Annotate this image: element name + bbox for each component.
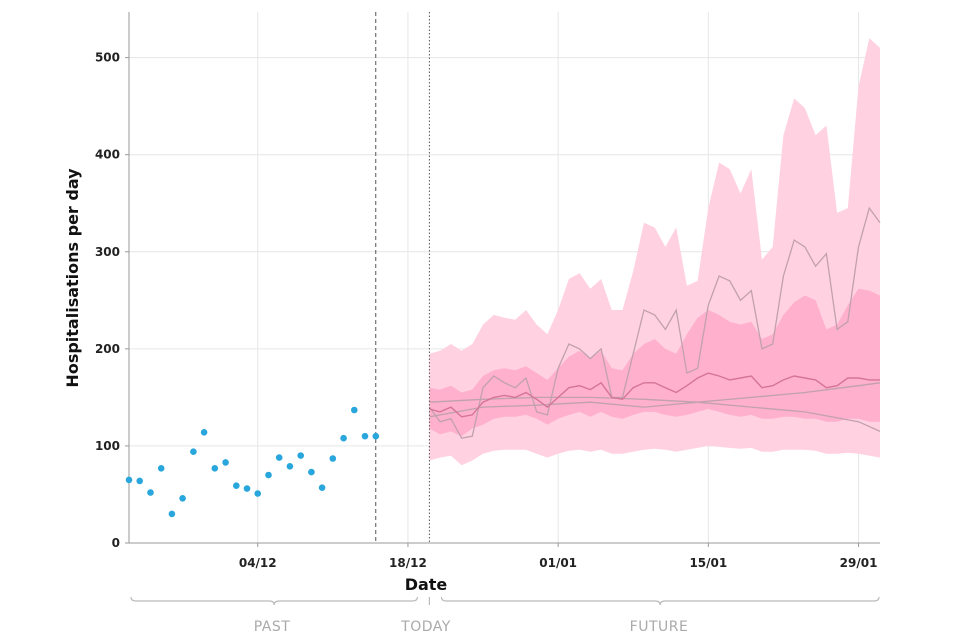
axes: [128, 12, 880, 544]
past-bracket: [130, 596, 418, 606]
observed-point: [190, 448, 197, 456]
observed-point: [254, 490, 261, 497]
observed-points: [125, 406, 380, 518]
observed-point: [329, 455, 337, 462]
date-markers: [375, 12, 430, 543]
x-tick-label: 01/01: [539, 556, 577, 570]
x-tick-label: 29/01: [840, 556, 878, 570]
observed-point: [200, 429, 208, 436]
observed-point: [222, 459, 229, 466]
observed-point: [265, 471, 272, 479]
observed-point: [136, 477, 143, 485]
x-axis-title: Date: [405, 575, 448, 594]
observed-point: [179, 495, 186, 502]
y-tick-label: 100: [95, 439, 120, 453]
x-tick-label: 18/12: [389, 556, 427, 570]
observed-point: [286, 463, 294, 470]
observed-point: [308, 468, 315, 476]
x-tick-label: 15/01: [689, 556, 727, 570]
median-projection-line: [429, 372, 880, 418]
observed-point: [147, 489, 154, 496]
x-tick-labels: 04/12 18/12 01/01 15/01 29/01: [239, 543, 878, 570]
observed-point: [243, 485, 251, 492]
period-brackets: [130, 596, 880, 606]
observed-point: [275, 454, 283, 461]
observed-point: [157, 465, 165, 472]
future-bracket: [440, 596, 880, 606]
y-tick-label: 300: [95, 245, 120, 259]
observed-point: [233, 482, 240, 490]
y-tick-label: 0: [112, 536, 120, 550]
trajectory-line: [428, 206, 881, 439]
y-tick-labels: 0 100 200 300 400 500: [95, 51, 129, 550]
observed-point: [168, 510, 176, 518]
observed-point: [340, 434, 347, 442]
future-label: FUTURE: [630, 619, 689, 635]
observed-point: [361, 432, 369, 440]
y-tick-label: 400: [95, 148, 120, 162]
y-tick-label: 200: [95, 342, 120, 356]
observed-point: [211, 465, 219, 472]
today-label: TODAY: [400, 619, 451, 635]
x-tick-label: 04/12: [239, 556, 277, 570]
trajectory-line: [429, 396, 881, 432]
y-tick-label: 500: [95, 51, 120, 65]
y-axis-title: Hospitalisations per day: [63, 168, 82, 388]
trajectory-line: [429, 382, 881, 418]
observed-point: [351, 406, 358, 414]
projection-trajectories: [428, 206, 881, 439]
past-label: PAST: [254, 619, 291, 635]
inner-interval-band: [429, 288, 880, 437]
observed-point: [125, 476, 133, 484]
projection-bands: [429, 38, 880, 466]
observed-point: [297, 452, 305, 459]
observed-point: [318, 484, 326, 492]
observed-point: [372, 432, 380, 440]
